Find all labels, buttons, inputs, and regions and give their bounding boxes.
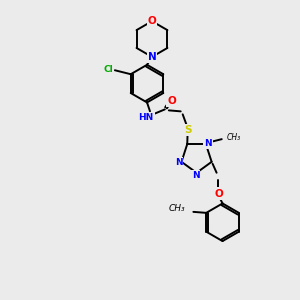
Text: CH₃: CH₃ <box>227 133 241 142</box>
Text: CH₃: CH₃ <box>169 204 185 213</box>
Text: N: N <box>192 171 200 180</box>
Text: N: N <box>175 158 182 167</box>
Text: O: O <box>167 97 176 106</box>
Text: O: O <box>148 16 156 26</box>
Text: HN: HN <box>138 113 154 122</box>
Text: N: N <box>148 52 156 62</box>
Text: N: N <box>204 139 212 148</box>
Text: Cl: Cl <box>103 65 113 74</box>
Text: S: S <box>184 125 191 135</box>
Text: O: O <box>214 188 223 199</box>
